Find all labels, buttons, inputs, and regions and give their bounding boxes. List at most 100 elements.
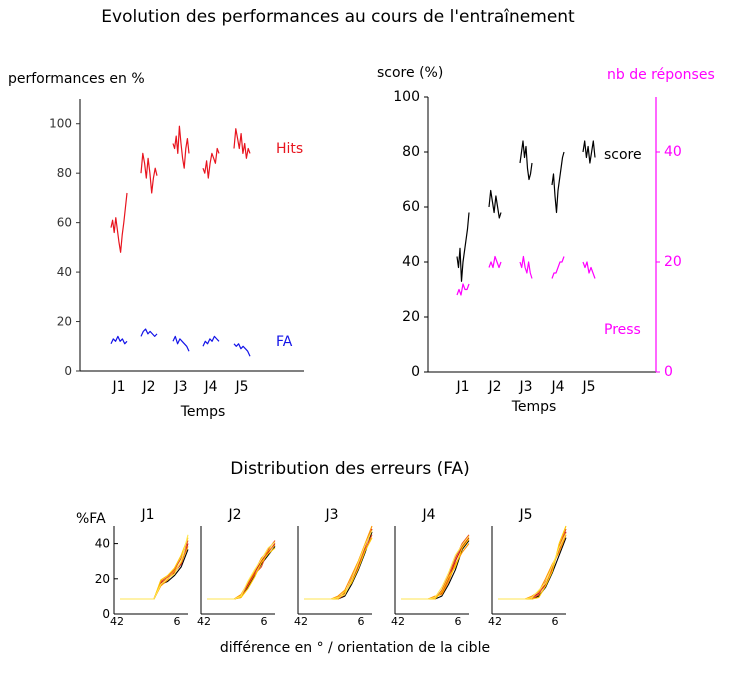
fa-line-5: [304, 537, 373, 600]
fa-panel-label: J5: [518, 507, 532, 523]
score-y-tick-label-1: 20: [402, 309, 420, 325]
fa-x-tick-label-last: 6: [552, 615, 559, 628]
fa-line-2: [401, 537, 470, 600]
fa-line-3: [207, 540, 276, 600]
score-legend-score: score: [604, 147, 642, 163]
fa-line-5: [401, 538, 470, 600]
fa-line-3: [304, 534, 373, 600]
score-y-right-tick-label-0: 0: [664, 364, 673, 380]
score-y-tick-label-0: 0: [411, 364, 420, 380]
score-score-day-5: [582, 140, 596, 164]
fa-x-tick-label-first: 42: [488, 615, 502, 628]
score-score-day-4: [551, 151, 565, 214]
fa-x-tick-label-first: 42: [294, 615, 308, 628]
perf-y-tick-label-3: 60: [57, 216, 72, 230]
score-x-tick-label-4: J4: [550, 379, 564, 395]
perf-ylabel: performances en %: [8, 71, 145, 87]
perf-y-tick-label-4: 80: [57, 166, 72, 180]
perf-ticks: 0 20 40 60 80 100 J1 J2 J3 J4 J5: [49, 117, 248, 395]
perf-legend-hits: Hits: [276, 141, 303, 157]
figure-title: Evolution des performances au cours de l…: [101, 7, 575, 27]
fa-y-tick-label-0: 0: [102, 607, 110, 621]
score-xlabel: Temps: [511, 399, 557, 415]
score-x-tick-label-1: J1: [455, 379, 469, 395]
score-y-right-tick-label-2: 40: [664, 144, 682, 160]
figure-subtitle: Distribution des erreurs (FA): [230, 459, 469, 479]
bottom-xlabel: différence en ° / orientation de la cibl…: [220, 640, 490, 656]
perf-hits-day-4: [202, 147, 220, 179]
perf-xlabel: Temps: [180, 404, 226, 420]
perf-fa-day-3: [172, 335, 190, 352]
perf-y-tick-label-2: 40: [57, 265, 72, 279]
perf-fa-day-2: [140, 328, 158, 337]
perf-legend-fa: FA: [276, 334, 293, 350]
score-axes: [427, 97, 657, 373]
score-x-tick-label-3: J3: [518, 379, 532, 395]
fa-line-1: [498, 537, 567, 600]
perf-y-tick-label-1: 20: [57, 315, 72, 329]
fa-x-tick-label-last: 6: [261, 615, 268, 628]
fa-line-4: [120, 546, 189, 600]
perf-hits-day-5: [233, 128, 251, 159]
fa-panel-label: J1: [140, 507, 154, 523]
fa-panel-j2: J2 42 6: [197, 507, 276, 628]
score-y-tick-label-3: 60: [402, 199, 420, 215]
perf-fa-day-4: [202, 335, 220, 347]
fa-line-3: [401, 534, 470, 600]
perf-y-tick-label-5: 100: [49, 117, 72, 131]
score-legend-press: Press: [604, 322, 641, 338]
score-press-day-2: [488, 255, 502, 269]
score-press-day-5: [582, 261, 596, 279]
fa-line-1: [304, 531, 373, 600]
fa-panel-j5: J5 42 6: [488, 507, 567, 628]
score-press-day-3: [519, 255, 533, 279]
fa-line-2: [207, 543, 276, 600]
score-x-tick-label-2: J2: [487, 379, 501, 395]
fa-line-6: [120, 534, 189, 600]
fa-x-tick-label-first: 42: [110, 615, 124, 628]
fa-line-1: [120, 549, 189, 600]
score-x-tick-label-5: J5: [581, 379, 595, 395]
perf-axes: [79, 99, 304, 372]
perf-fa-day-5: [233, 343, 251, 357]
fa-x-tick-label-last: 6: [174, 615, 181, 628]
perf-x-tick-label-3: J3: [173, 379, 187, 395]
score-score-day-2: [488, 189, 502, 219]
score-score-day-3: [519, 140, 533, 181]
score-y-tick-label-5: 100: [393, 89, 420, 105]
fa-line-6: [304, 530, 373, 600]
score-lines: [456, 140, 596, 296]
fa-line-2: [304, 528, 373, 600]
fa-panel-j3: J3 42 6: [294, 507, 373, 628]
score-ticks: 0 20 40 60 80 100 0 20 40 J1 J2 J3 J4 J5: [393, 89, 682, 395]
score-y-tick-label-2: 40: [402, 254, 420, 270]
perf-x-tick-label-1: J1: [111, 379, 125, 395]
perf-y-tick-label-0: 0: [64, 364, 72, 378]
score-chart: score (%) nb de réponses Temps score Pre…: [377, 65, 715, 415]
fa-panel-j1: J1 0 20 40 42 6: [95, 507, 189, 628]
fa-x-tick-label-last: 6: [455, 615, 462, 628]
fa-x-tick-label-first: 42: [197, 615, 211, 628]
fa-panel-label: J2: [227, 507, 241, 523]
fa-x-tick-label-first: 42: [391, 615, 405, 628]
score-press-day-1: [456, 283, 470, 296]
score-ylabel: score (%): [377, 65, 443, 81]
score-y-tick-label-4: 80: [402, 144, 420, 160]
score-score-day-1: [456, 212, 470, 282]
perf-x-tick-label-5: J5: [234, 379, 248, 395]
perf-hits-day-3: [172, 125, 190, 169]
fa-y-tick-label-2: 40: [95, 537, 110, 551]
fa-panel-label: J4: [421, 507, 435, 523]
perf-chart: performances en % Temps Hits FA 0 20 40 60 8…: [8, 71, 304, 420]
fa-panels: J1 0 20 40 42 6 J2 42 6 J3 42 6 J4 42 6 J5 42 6: [95, 507, 567, 628]
perf-x-tick-label-2: J2: [141, 379, 155, 395]
fa-panel-j4: J4 42 6: [391, 507, 470, 628]
fa-line-6: [401, 535, 470, 600]
perf-x-tick-label-4: J4: [203, 379, 217, 395]
fa-line-5: [207, 547, 276, 600]
score-y-right-tick-label-1: 20: [664, 254, 682, 270]
perf-hits-day-1: [110, 192, 128, 253]
fa-x-tick-label-last: 6: [358, 615, 365, 628]
fa-y-tick-label-1: 20: [95, 572, 110, 586]
